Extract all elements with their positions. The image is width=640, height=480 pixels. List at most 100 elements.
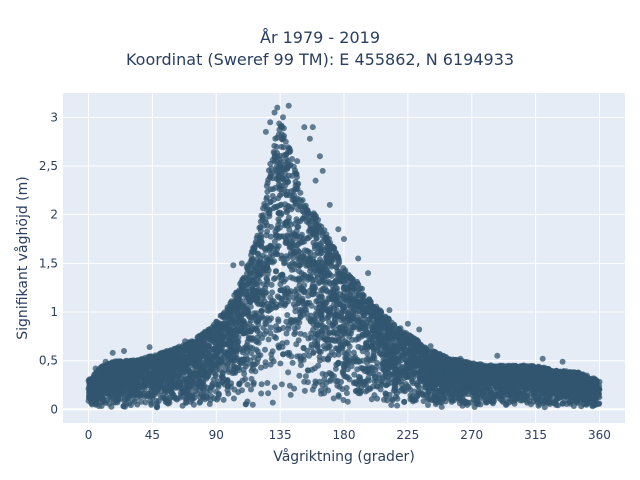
data-point xyxy=(425,402,431,408)
data-point xyxy=(591,401,598,408)
data-point xyxy=(402,381,409,387)
data-point xyxy=(262,219,269,226)
data-point xyxy=(307,268,314,275)
data-point xyxy=(375,371,382,378)
data-point xyxy=(329,243,336,250)
data-point xyxy=(268,351,275,358)
chart-title: År 1979 - 2019 xyxy=(260,28,380,47)
data-point xyxy=(304,299,311,306)
data-point xyxy=(274,246,281,253)
data-point xyxy=(314,331,321,338)
data-point xyxy=(305,209,312,216)
data-point xyxy=(388,402,395,408)
data-point xyxy=(206,401,213,407)
data-point xyxy=(243,342,250,349)
data-point xyxy=(267,361,274,368)
data-point xyxy=(330,395,337,402)
data-point xyxy=(253,338,260,345)
data-point xyxy=(269,297,276,304)
data-point xyxy=(291,331,298,338)
data-point xyxy=(231,386,238,393)
data-point xyxy=(402,367,409,374)
data-point xyxy=(257,218,264,225)
data-point xyxy=(220,396,227,403)
data-point xyxy=(296,237,303,244)
data-point xyxy=(290,275,297,282)
data-point xyxy=(285,203,292,210)
data-point xyxy=(327,378,334,384)
data-point xyxy=(310,239,317,246)
data-point xyxy=(285,369,292,376)
data-point xyxy=(324,325,331,331)
data-point xyxy=(301,238,308,245)
data-point xyxy=(208,393,214,400)
data-point xyxy=(278,381,285,388)
data-point xyxy=(331,329,338,335)
data-point xyxy=(292,308,299,315)
data-point xyxy=(294,353,301,360)
data-point xyxy=(244,291,250,298)
data-point xyxy=(277,360,284,367)
data-point xyxy=(420,398,427,405)
data-point xyxy=(310,350,317,356)
data-point xyxy=(230,395,237,402)
chart-subtitle: Koordinat (Sweref 99 TM): E 455862, N 61… xyxy=(125,50,515,69)
data-point xyxy=(394,402,401,409)
data-point xyxy=(355,343,362,350)
data-point xyxy=(212,371,219,378)
data-point xyxy=(298,362,304,369)
data-point xyxy=(258,381,265,388)
data-point xyxy=(293,295,300,302)
data-point xyxy=(239,387,245,394)
data-point xyxy=(326,344,333,350)
data-point xyxy=(265,336,272,343)
data-point xyxy=(268,281,275,288)
data-point xyxy=(269,289,276,296)
data-point xyxy=(272,231,279,238)
data-point xyxy=(270,276,277,282)
data-point xyxy=(154,386,161,393)
data-point xyxy=(295,180,302,187)
data-point xyxy=(265,167,272,174)
data-point xyxy=(271,384,278,391)
data-point xyxy=(296,268,302,275)
data-point xyxy=(305,262,312,269)
data-point xyxy=(441,395,448,402)
data-points xyxy=(85,102,603,411)
data-point xyxy=(258,390,265,397)
data-point xyxy=(131,398,138,405)
data-point xyxy=(275,216,282,223)
data-point xyxy=(273,143,280,150)
data-point xyxy=(225,390,232,397)
data-point xyxy=(283,209,290,216)
data-point xyxy=(248,386,254,393)
data-point xyxy=(335,393,342,400)
data-point xyxy=(369,317,376,324)
data-point xyxy=(340,397,347,403)
data-point xyxy=(250,381,257,388)
data-point xyxy=(288,188,295,195)
data-point xyxy=(244,381,251,388)
data-point xyxy=(263,257,270,264)
data-point xyxy=(255,356,262,363)
data-point xyxy=(258,308,265,314)
data-point xyxy=(100,399,107,405)
data-point xyxy=(400,387,407,394)
data-point xyxy=(258,364,264,371)
data-point xyxy=(317,247,324,254)
data-point xyxy=(286,226,293,233)
data-point xyxy=(296,372,303,379)
data-point xyxy=(280,144,287,151)
data-point xyxy=(108,403,115,410)
data-point xyxy=(416,383,422,390)
data-point xyxy=(262,346,268,353)
data-point xyxy=(357,325,364,331)
data-point xyxy=(271,238,278,245)
data-point xyxy=(99,391,106,398)
data-point xyxy=(368,396,375,403)
data-point xyxy=(248,375,255,382)
data-point xyxy=(334,382,341,389)
data-point xyxy=(253,346,260,353)
data-point xyxy=(372,367,379,373)
